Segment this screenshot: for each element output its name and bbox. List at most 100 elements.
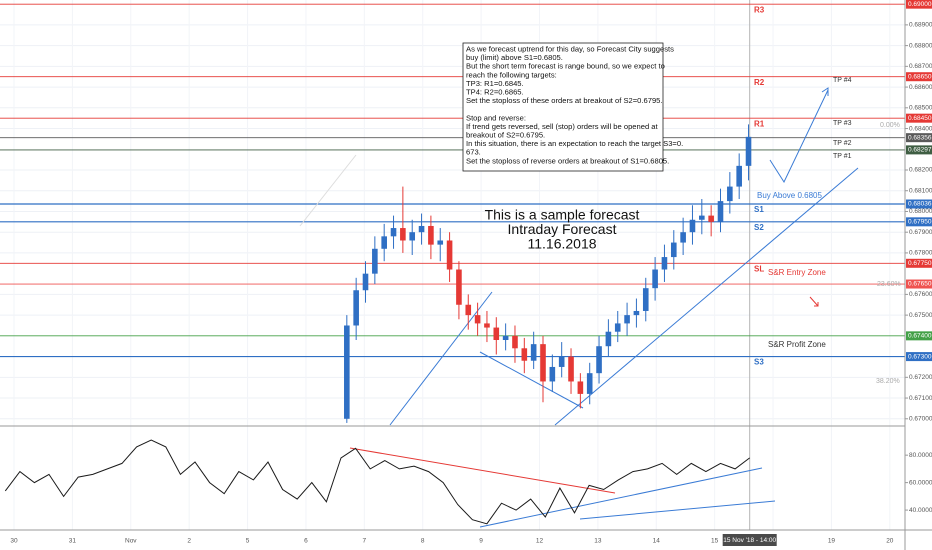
x-tick-label: 7 [363,538,367,545]
down-arrow [809,296,819,307]
note-line: Set the stoploss of these orders at brea… [466,96,663,105]
level-label: 0.68450 [908,115,932,122]
level-box [906,279,932,289]
level-box [906,352,932,362]
candle-body [642,288,649,311]
forecast-title: Intraday Forecast [508,221,617,237]
note-line: TP3: R1=0.6845. [466,79,524,88]
candle-body [418,225,425,233]
level-label: 0.68036 [908,201,932,208]
candle-body [568,356,574,382]
faint-line [299,154,357,227]
cursor-box [722,534,777,546]
y-tick-label: 0.67600 [909,291,932,298]
candle-body [689,219,696,233]
x-tick-label: 15 [711,538,719,545]
fib-label: 0.00% [880,122,900,129]
level-label: 0.67300 [908,353,932,360]
profit-zone: S&R Profit Zone [768,340,826,349]
y-tick-label: 0.68400 [909,125,932,132]
level-label: 0.67400 [908,333,932,340]
note-line: If trend gets reversed, sell (stop) orde… [466,122,659,131]
x-tick-label: 5 [246,538,250,545]
candle-body [652,269,658,289]
candle-body [727,186,733,202]
note-line: breakout of S2=0.6795. [466,131,545,140]
candle-body [596,346,602,374]
x-tick-label: 13 [594,538,602,545]
level-box [906,199,932,209]
candle-body [465,304,472,316]
note-line: Stop and reverse: [466,113,526,122]
candle-body [633,310,640,316]
note-line: Set the stoploss of reverse orders at br… [466,156,669,165]
candle-body [605,331,612,347]
candle-body [736,165,742,187]
y-tick-label: 0.67000 [909,415,932,422]
osc-trend-line [349,447,616,494]
level-box [906,0,932,9]
level-box [906,113,932,123]
trend-line [554,167,859,426]
candle-body [474,315,481,324]
tp-label: TP #2 [833,140,852,147]
candle-body [558,356,565,367]
note-line: TP4: R2=0.6865. [466,88,524,97]
candle-body [428,225,434,245]
x-tick-label: 9 [479,538,483,545]
tp-label: TP #1 [833,153,852,160]
note-line: 673. [466,148,481,157]
x-tick-label: 19 [828,538,836,545]
candle-body [512,335,518,349]
level-label: 0.68356 [908,134,932,141]
fib-label: 23.60% [877,281,901,288]
x-tick-label: 2 [187,538,191,545]
candle-body [586,373,593,394]
forecast-title: 11.16.2018 [527,236,596,252]
arrow-head [821,87,829,96]
candle-body [381,236,387,249]
buy-note: Buy Above 0.6805 [757,191,822,200]
candle-body [708,215,714,222]
level-label: 0.68297 [908,147,932,154]
y-tick-label: 0.67100 [909,395,932,402]
x-tick-label: 30 [10,538,18,545]
candle-body [624,315,630,324]
candle-body [446,240,453,270]
grid [0,0,905,530]
y-tick-label: 0.67900 [909,229,932,236]
osc-trend-line [579,500,776,520]
candle-body [400,228,406,241]
level-box [906,72,932,82]
level-name: R1 [754,119,765,128]
x-tick-label: 12 [536,538,544,545]
level-name: R2 [754,78,765,87]
y-tick-label: 0.68200 [909,167,932,174]
level-box [906,217,932,227]
cursor-label: 15 Nov '18 - 14:00 [723,537,776,544]
candle-body [680,232,686,243]
candle-body [372,248,378,274]
y-tick-label: 0.67500 [909,312,932,319]
fib-label: 38.20% [876,378,900,385]
candle-body [745,136,752,166]
y-tick-label: 0.67800 [909,250,932,257]
candle-body [362,273,369,291]
level-box [906,133,932,143]
level-label: 0.67650 [908,281,932,288]
level-label: 0.67950 [908,219,932,226]
oscillator [4,439,751,525]
osc-tick-label: 60.0000 [909,479,932,486]
y-tick-label: 0.68000 [909,208,932,215]
note-line: In this situation, there is an expectati… [466,139,683,148]
candle-body [699,215,705,220]
tp-label: TP #4 [833,77,852,84]
osc-trend-line [479,467,763,528]
x-tick-label: 14 [653,538,661,545]
level-name: S3 [754,358,764,367]
level-label: 0.69000 [908,1,932,8]
candle-body [540,344,546,382]
note-line: As we forecast uptrend for this day, so … [466,45,674,54]
